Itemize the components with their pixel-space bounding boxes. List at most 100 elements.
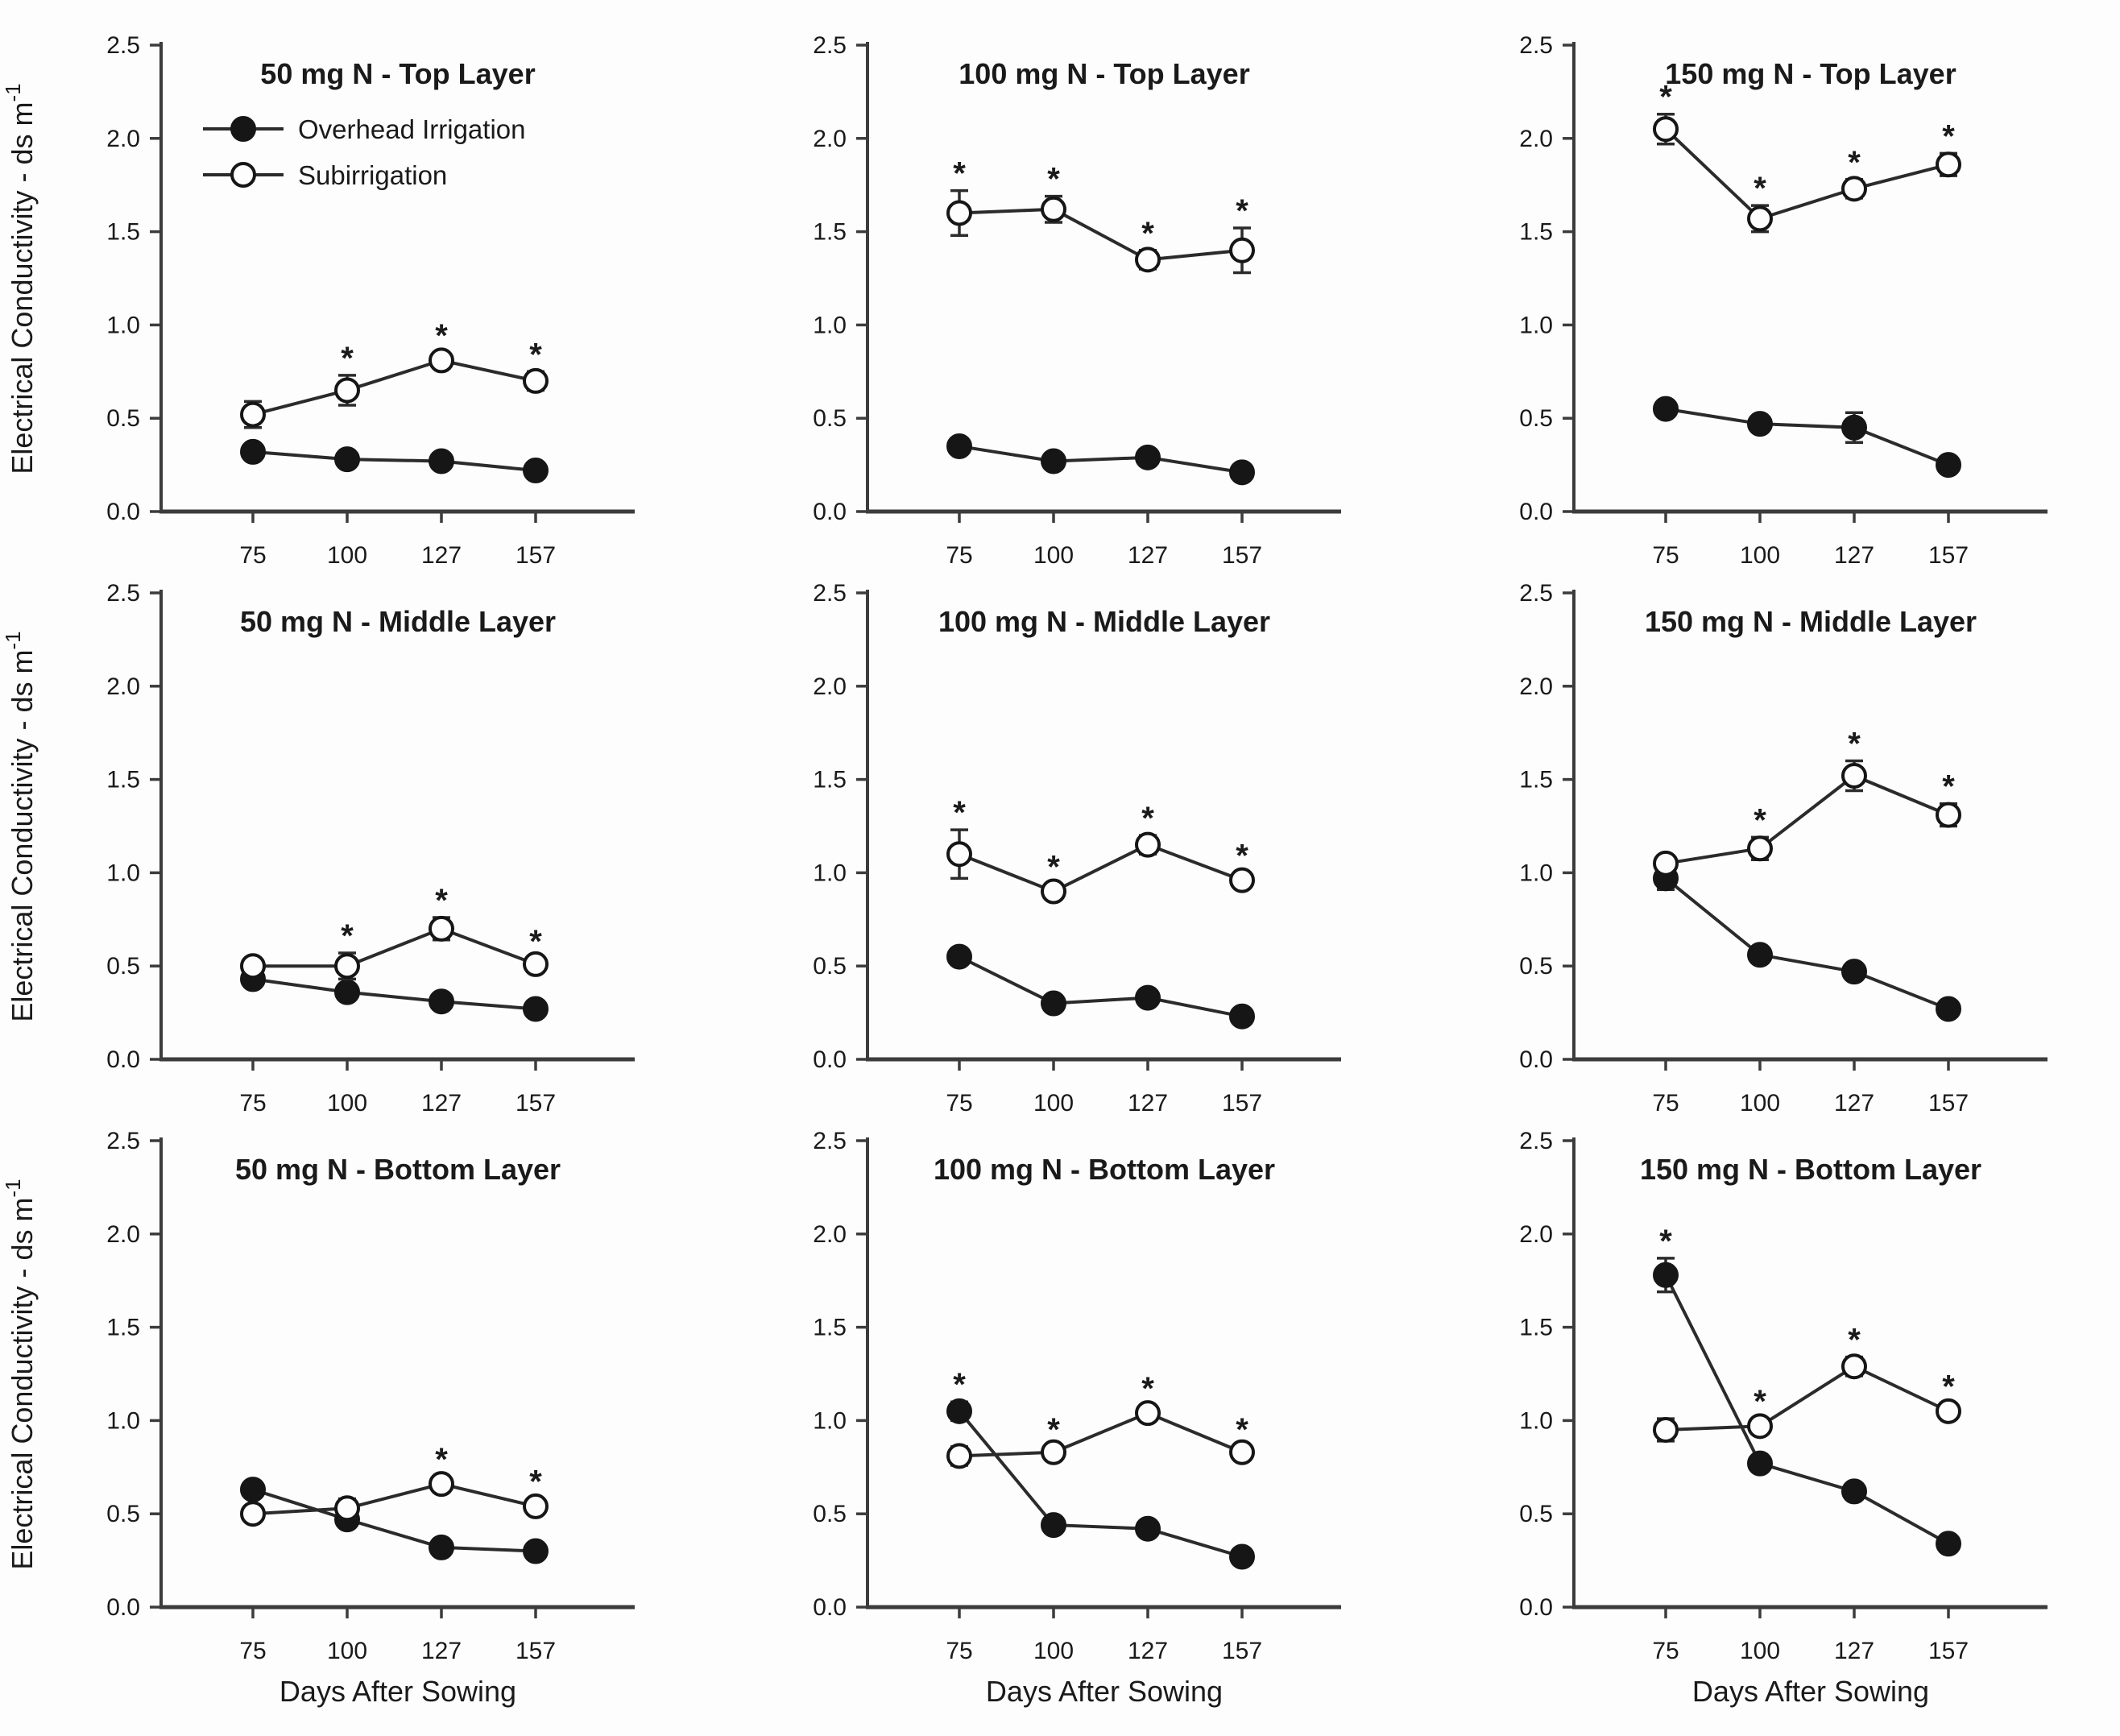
data-point-overhead-irrigation [1041,448,1066,474]
x-tick-label: 157 [516,1638,556,1664]
significance-asterisk: * [1754,1384,1766,1419]
data-point-subirrigation [1135,831,1161,858]
y-axis-title-text: Electrical Conductivity - ds m [6,1197,39,1569]
x-tick-label: 100 [327,1638,367,1664]
data-point-subirrigation [240,953,266,980]
data-point-overhead-irrigation [334,979,360,1005]
data-point-subirrigation [1229,867,1255,893]
data-point-subirrigation [1653,850,1679,876]
chart-panel-150-mg-n-bottom-layer: 0.0 0.5 1.0 1.5 2.0 2.5 75 100 127 157 150 mg N - … [1519,1128,2048,1708]
x-tick-label: 75 [946,1638,972,1664]
data-point-subirrigation [429,347,454,374]
y-tick-label: 2.5 [106,32,140,59]
x-tick-label: 157 [1222,1090,1262,1117]
y-tick-label: 0.5 [106,953,140,980]
panel-title: 100 mg N - Middle Layer [938,605,1270,638]
x-tick-label: 75 [946,542,972,569]
data-point-overhead-irrigation [523,1538,549,1564]
significance-asterisk: * [1942,1369,1955,1405]
series-overhead-irrigation [946,433,1255,486]
x-tick-label: 100 [1740,1090,1780,1117]
x-tick-label: 127 [1834,1638,1874,1664]
y-tick-label: 0.0 [813,499,847,525]
series-line-overhead-irrigation [958,1410,1243,1559]
x-tick-label: 100 [1740,1638,1780,1664]
y-tick-label: 1.0 [1519,312,1553,338]
legend-label: Subirrigation [298,160,447,190]
panel-title: 50 mg N - Top Layer [260,57,535,90]
significance-asterisk: * [1141,1371,1154,1407]
y-tick-label: 1.0 [1519,860,1553,886]
x-tick-label: 157 [1222,542,1262,569]
series-line-subirrigation [959,1411,1243,1458]
chart-panel-50-mg-n-bottom-layer: 0.0 0.5 1.0 1.5 2.0 2.5 75 100 127 157 50 mg N - B… [1,1128,635,1708]
data-point-overhead-irrigation [1135,1515,1161,1542]
chart-panel-150-mg-n-top-layer: 0.0 0.5 1.0 1.5 2.0 2.5 75 100 127 157 150 mg N - … [1519,32,2048,569]
x-tick-label: 75 [946,1090,972,1117]
data-point-subirrigation [946,1443,972,1469]
y-tick-label: 1.5 [106,1315,140,1341]
x-axis-title: Days After Sowing [986,1675,1223,1708]
data-point-overhead-irrigation [1041,990,1066,1017]
data-point-overhead-irrigation [1229,459,1255,486]
chart-panel-150-mg-n-middle-layer: 0.0 0.5 1.0 1.5 2.0 2.5 75 100 127 157 150 mg N - … [1519,580,2048,1117]
panel-title: 150 mg N - Top Layer [1665,57,1956,90]
significance-asterisk: * [529,1465,542,1500]
series-subirrigation [946,828,1255,905]
data-point-overhead-irrigation [1653,1262,1679,1288]
y-tick-label: 1.5 [813,767,847,793]
significance-asterisk: * [1236,1412,1248,1448]
data-point-overhead-irrigation [946,433,972,459]
data-point-subirrigation [1229,1439,1255,1465]
y-axis-title-superscript: -1 [1,1179,25,1197]
y-tick-label: 0.0 [1519,1594,1553,1621]
series-line-subirrigation [1664,127,1949,221]
significance-asterisk: * [1942,769,1955,805]
y-tick-label: 0.5 [1519,953,1553,980]
data-point-overhead-irrigation [946,1398,972,1424]
data-point-overhead-irrigation [429,1534,454,1560]
open-circle-icon [230,162,256,188]
data-point-overhead-irrigation [1936,452,1961,479]
data-point-subirrigation [1653,116,1679,143]
significance-asterisk: * [1141,216,1154,251]
y-tick-label: 2.0 [813,1221,847,1248]
data-point-subirrigation [946,841,972,868]
y-tick-label: 0.5 [813,1501,847,1527]
significance-asterisk: * [953,1367,966,1402]
panel-title: 50 mg N - Middle Layer [240,605,556,638]
y-tick-label: 1.5 [106,767,140,793]
significance-asterisk: * [1754,802,1766,838]
y-tick-label: 2.5 [1519,32,1553,59]
x-tick-label: 157 [1928,542,1969,569]
data-point-subirrigation [429,1471,454,1498]
data-point-overhead-irrigation [429,988,454,1015]
data-point-overhead-irrigation [1841,959,1867,985]
y-tick-label: 2.5 [813,32,847,59]
x-tick-label: 100 [1033,542,1074,569]
data-point-overhead-irrigation [1747,411,1773,437]
data-point-overhead-irrigation [523,458,549,484]
series-overhead-irrigation [1653,1257,1961,1557]
chart-panel-100-mg-n-middle-layer: 0.0 0.5 1.0 1.5 2.0 2.5 75 100 127 157 100 mg N - … [813,580,1341,1117]
series-line-overhead-irrigation [252,1488,536,1553]
series-subirrigation [1653,1353,1961,1443]
significance-asterisk: * [1659,1224,1672,1259]
x-tick-label: 75 [239,1090,266,1117]
y-tick-label: 2.5 [813,1128,847,1154]
series-line-overhead-irrigation [959,444,1243,474]
y-axis-title-text: Electrical Conductivity - ds m [6,649,39,1021]
data-point-subirrigation [1747,205,1773,232]
y-tick-label: 1.0 [813,860,847,886]
y-tick-label: 0.5 [813,953,847,980]
significance-asterisk: * [435,883,448,918]
x-tick-label: 75 [1652,542,1679,569]
series-subirrigation [240,1471,549,1527]
x-tick-label: 100 [1033,1638,1074,1664]
data-point-overhead-irrigation [429,448,454,474]
x-tick-label: 75 [239,1638,266,1664]
y-tick-label: 1.5 [1519,1315,1553,1341]
significance-asterisk: * [529,924,542,959]
y-tick-label: 1.5 [106,219,140,246]
